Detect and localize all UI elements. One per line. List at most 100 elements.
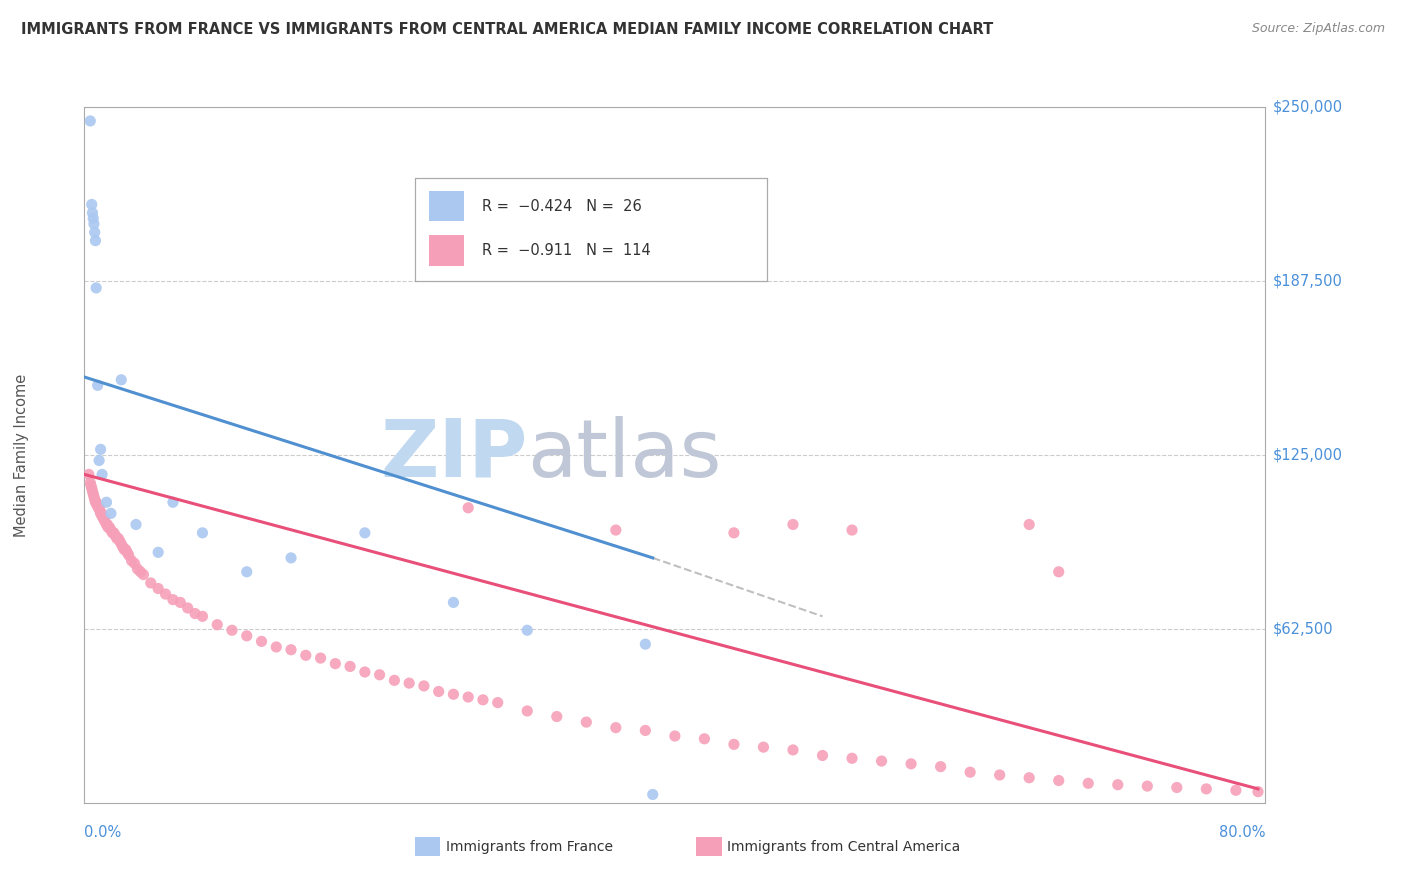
Point [83,217,105,231]
Point [641,788,664,802]
Point [413,679,436,693]
Point [382,673,406,688]
Point [79,475,101,490]
Point [132,567,155,582]
Point [129,565,152,579]
Point [111,540,134,554]
Point [83,490,105,504]
Point [177,601,200,615]
Point [121,554,143,568]
Point [354,665,377,679]
Bar [429,191,464,221]
Point [191,609,214,624]
Text: Immigrants from France: Immigrants from France [446,839,613,854]
Text: Median Family Income: Median Family Income [14,373,28,537]
Point [87,453,111,467]
Point [457,690,479,704]
Point [108,534,131,549]
Text: R =  −0.911   N =  114: R = −0.911 N = 114 [482,243,651,258]
Point [457,500,479,515]
Point [782,517,804,532]
Text: $187,500: $187,500 [1272,274,1343,288]
Point [693,731,716,746]
Point [441,595,464,609]
Point [900,756,922,771]
Point [575,715,598,730]
Text: R =  −0.424   N =  26: R = −0.424 N = 26 [482,199,641,213]
Point [605,523,627,537]
Point [87,500,111,515]
Point [97,520,120,534]
Point [1166,780,1188,795]
Point [841,751,863,765]
Point [100,523,122,537]
Point [100,507,122,521]
Point [91,509,114,524]
Point [870,754,893,768]
Text: atlas: atlas [527,416,721,494]
Point [1077,776,1099,790]
Point [162,495,184,509]
Point [107,532,129,546]
Point [84,234,107,248]
Point [101,525,124,540]
Text: $125,000: $125,000 [1272,448,1343,462]
Point [295,648,318,663]
Point [98,520,121,534]
Point [82,206,104,220]
Point [162,592,184,607]
Point [155,587,177,601]
Text: 80.0%: 80.0% [1219,825,1265,840]
Point [103,525,125,540]
Point [1247,785,1270,799]
Point [368,667,391,681]
Point [86,378,108,392]
Point [80,481,103,495]
Point [96,517,118,532]
Point [84,495,107,509]
Point [1018,771,1040,785]
Point [959,765,981,780]
Point [235,565,259,579]
Point [86,498,108,512]
Point [84,495,107,509]
Point [205,617,228,632]
Point [841,523,863,537]
Point [96,517,118,532]
Point [89,503,111,517]
Point [90,507,112,521]
Point [1018,517,1040,532]
Point [323,657,347,671]
Point [79,114,101,128]
Point [1136,779,1159,793]
Text: $250,000: $250,000 [1272,100,1343,114]
Point [280,550,302,565]
Point [427,684,450,698]
Point [148,582,170,596]
Point [94,515,117,529]
Point [169,595,191,609]
Point [486,696,509,710]
Point [87,500,110,515]
Text: ZIP: ZIP [380,416,527,494]
Point [516,624,538,638]
Point [1047,773,1070,788]
Point [84,281,107,295]
Point [811,748,834,763]
Point [110,537,132,551]
Point [752,740,775,755]
Point [139,576,162,591]
Point [82,211,104,226]
Point [634,637,657,651]
Point [83,492,105,507]
Point [148,545,170,559]
Text: Source: ZipAtlas.com: Source: ZipAtlas.com [1251,22,1385,36]
Text: 0.0%: 0.0% [84,825,121,840]
Point [124,557,146,571]
Point [235,629,259,643]
Point [93,512,115,526]
Point [398,676,420,690]
Point [664,729,686,743]
Point [191,525,214,540]
Point [546,709,568,723]
